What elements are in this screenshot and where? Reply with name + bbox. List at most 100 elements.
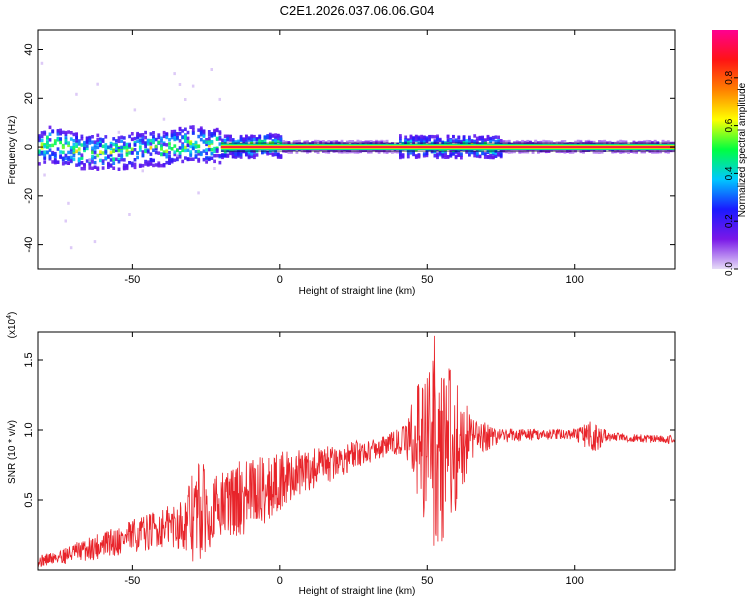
spectrogram-cell: [160, 163, 163, 168]
spectrogram-cell: [661, 148, 665, 153]
spectrogram-cell: [56, 132, 60, 136]
spectrogram-cell: [157, 133, 161, 137]
spectrogram-cell: [210, 133, 214, 138]
spectrogram-cell: [197, 128, 201, 132]
spectrogram-cell: [237, 154, 240, 158]
spectrogram-cell: [237, 140, 240, 145]
spectrogram-cell: [510, 150, 514, 154]
spectrogram-cell: [526, 139, 530, 144]
spectrogram-cell: [72, 143, 76, 147]
spectrogram-cell: [186, 139, 190, 144]
spectrogram-cell: [399, 136, 402, 141]
spectrogram-cell: [77, 163, 81, 167]
spectrogram-cell: [170, 133, 174, 138]
spectrogram-cell: [133, 162, 137, 167]
spectrogram-cell: [396, 150, 400, 154]
spectrogram-cell: [141, 133, 145, 137]
spectrogram-cell: [51, 129, 55, 133]
spectrogram-cell: [205, 148, 208, 152]
spectrogram-cell: [404, 139, 408, 143]
spectrogram-cell: [372, 140, 376, 145]
spectrogram-cell: [664, 140, 668, 145]
spectrogram-cell: [290, 149, 293, 154]
snr-y-tick-label: 1.0: [23, 422, 35, 437]
spectrogram-cell: [261, 148, 264, 153]
spectrogram-cell: [253, 155, 256, 160]
spectrogram-cell: [93, 165, 97, 169]
spectrogram-cell: [507, 150, 511, 154]
spectrogram-cell: [399, 139, 402, 143]
spectrogram-cell: [268, 134, 272, 138]
spectrogram-cell: [46, 145, 49, 149]
spectrogram-cell: [377, 140, 381, 145]
spectrogram-cell: [64, 135, 68, 139]
spectrogram-cell: [600, 150, 604, 154]
spectrogram-cell: [80, 134, 84, 139]
spectrogram-cell: [475, 136, 479, 141]
spectrogram-cell: [75, 163, 78, 167]
spectrogram-cell: [491, 155, 495, 160]
spectrogram-cell: [614, 141, 617, 146]
spectrogram-cell: [239, 153, 243, 157]
spectrogram-cell: [122, 146, 126, 150]
spectrogram-cell: [181, 143, 185, 148]
spectrogram-cell: [160, 144, 163, 148]
spectrogram-cell: [505, 149, 508, 154]
spectrogram-cell: [189, 141, 193, 146]
spectrogram-cell: [197, 152, 201, 156]
spectrogram-cell: [271, 152, 275, 156]
spectrogram-cell: [207, 144, 211, 148]
spectrogram-cell: [64, 219, 67, 223]
spectrogram-cell: [75, 92, 78, 96]
spectrogram-cell: [69, 150, 73, 155]
spectrogram-cell: [109, 146, 113, 151]
spectrogram-cell: [46, 150, 49, 154]
spectrogram-cell: [667, 140, 670, 144]
spectrogram-cell: [306, 142, 309, 146]
spectrogram-cell: [582, 148, 585, 153]
spectrogram-cell: [632, 148, 636, 153]
spectrogram-cell: [43, 150, 47, 154]
spectrogram-cell: [226, 154, 230, 158]
spectrogram-cell: [67, 150, 70, 155]
spectrogram-cell: [144, 141, 147, 145]
spectrogram-cell: [72, 139, 76, 143]
spectrogram-cell: [117, 139, 121, 143]
spectrogram-cell: [109, 144, 113, 148]
spectrogram-cell: [231, 154, 235, 159]
spectrogram-x-axis-label: Height of straight line (km): [299, 286, 416, 297]
spectrogram-cell: [43, 156, 47, 160]
spectrogram-cell: [152, 134, 155, 139]
spectrogram-cell: [462, 137, 466, 142]
spectrogram-cell: [473, 140, 477, 144]
spectrogram-cell: [149, 158, 153, 162]
spectrogram-cell: [178, 139, 182, 143]
spectrogram-cell: [53, 151, 57, 156]
spectrogram-y-tick-label: -20: [23, 188, 35, 204]
spectrogram-cell: [133, 148, 137, 152]
spectrogram-cell: [199, 126, 203, 130]
spectrogram-cell: [481, 135, 484, 140]
snr-frame: [37, 331, 676, 571]
spectrogram-cell: [433, 135, 437, 139]
spectrogram-cell: [43, 144, 47, 149]
spectrogram-cell: [173, 129, 177, 134]
spectrogram-cell: [128, 143, 131, 148]
spectrogram-cell: [470, 139, 474, 143]
spectrogram-cell: [462, 140, 466, 145]
spectrogram-cell: [478, 137, 482, 141]
spectrogram-cell: [255, 137, 259, 142]
snr-y-multiplier-base: (x10: [7, 318, 18, 338]
spectrogram-cell: [226, 136, 230, 141]
spectrogram-cell: [457, 151, 461, 155]
spectrogram-cell: [468, 135, 471, 140]
spectrogram-cell: [245, 151, 248, 155]
spectrogram-cell: [483, 138, 487, 142]
spectrogram-cell: [253, 153, 256, 157]
spectrogram-cell: [56, 160, 60, 164]
spectrogram-cell: [266, 134, 270, 139]
spectrogram-cell: [69, 155, 73, 160]
spectrogram-cell: [99, 158, 102, 163]
spectrogram-cell: [584, 148, 588, 152]
spectrogram-cell: [93, 143, 97, 147]
